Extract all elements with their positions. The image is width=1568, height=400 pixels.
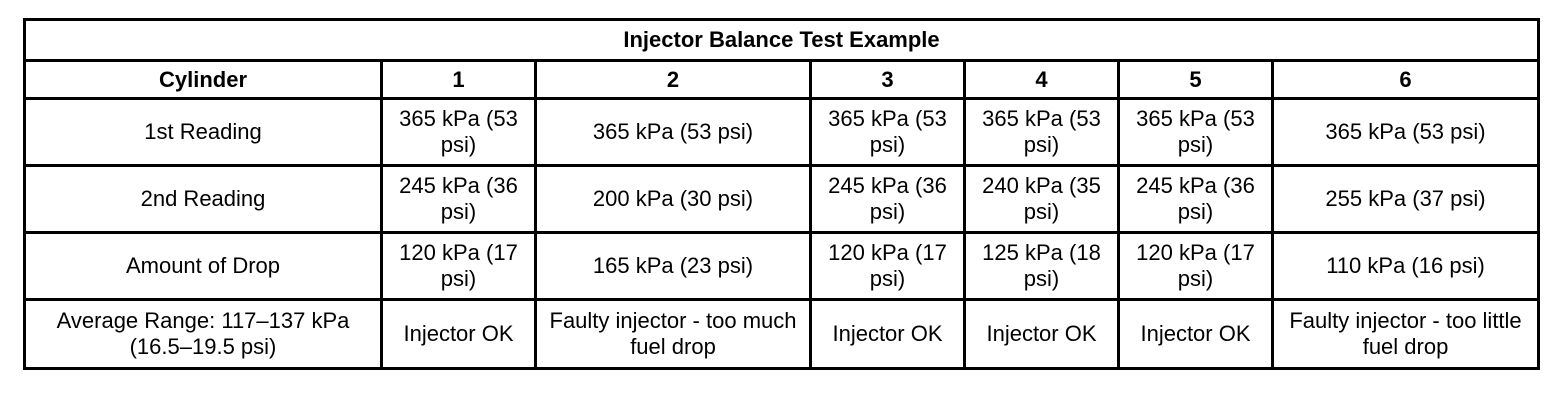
cell-value: 245 kPa (36 psi) bbox=[809, 164, 966, 234]
row-label: 1st Reading bbox=[23, 97, 383, 167]
cell-value: 365 kPa (53 psi) bbox=[1117, 97, 1274, 167]
header-cylinder-3: 3 bbox=[809, 59, 966, 100]
table-row-amount-of-drop: Amount of Drop 120 kPa (17 psi) 165 kPa … bbox=[23, 231, 1541, 301]
cell-value: 255 kPa (37 psi) bbox=[1270, 164, 1541, 234]
cell-value: 120 kPa (17 psi) bbox=[809, 231, 966, 301]
injector-balance-table-container: Injector Balance Test Example Cylinder 1… bbox=[22, 18, 1541, 370]
header-cylinder-2: 2 bbox=[534, 59, 812, 100]
row-label: 2nd Reading bbox=[23, 164, 383, 234]
cell-value: 245 kPa (36 psi) bbox=[1117, 164, 1274, 234]
table-title-row: Injector Balance Test Example bbox=[22, 18, 1541, 62]
header-cylinder-5: 5 bbox=[1117, 59, 1274, 100]
cell-value: 365 kPa (53 psi) bbox=[809, 97, 966, 167]
header-cylinder-1: 1 bbox=[380, 59, 537, 100]
cell-status: Injector OK bbox=[963, 298, 1120, 370]
cell-status: Faulty injector - too much fuel drop bbox=[534, 298, 812, 370]
cell-status: Injector OK bbox=[380, 298, 537, 370]
cell-value: 120 kPa (17 psi) bbox=[380, 231, 537, 301]
cell-value: 365 kPa (53 psi) bbox=[1270, 97, 1541, 167]
cell-value: 200 kPa (30 psi) bbox=[534, 164, 812, 234]
cell-value: 365 kPa (53 psi) bbox=[380, 97, 537, 167]
header-row: Cylinder 1 2 3 4 5 6 bbox=[23, 59, 1541, 100]
cell-value: 120 kPa (17 psi) bbox=[1117, 231, 1274, 301]
cell-value: 125 kPa (18 psi) bbox=[963, 231, 1120, 301]
table-row-second-reading: 2nd Reading 245 kPa (36 psi) 200 kPa (30… bbox=[23, 164, 1541, 234]
cell-value: 365 kPa (53 psi) bbox=[534, 97, 812, 167]
cell-value: 110 kPa (16 psi) bbox=[1270, 231, 1541, 301]
cell-status: Faulty injector - too little fuel drop bbox=[1270, 298, 1541, 370]
cell-status: Injector OK bbox=[809, 298, 966, 370]
header-cylinder-label: Cylinder bbox=[23, 59, 383, 100]
table-row-average-range: Average Range: 117–137 kPa (16.5–19.5 ps… bbox=[23, 298, 1541, 370]
cell-value: 365 kPa (53 psi) bbox=[963, 97, 1120, 167]
row-label: Amount of Drop bbox=[23, 231, 383, 301]
table-title: Injector Balance Test Example bbox=[22, 18, 1541, 62]
cell-value: 245 kPa (36 psi) bbox=[380, 164, 537, 234]
injector-balance-table: Injector Balance Test Example Cylinder 1… bbox=[22, 18, 1541, 370]
header-cylinder-6: 6 bbox=[1270, 59, 1541, 100]
header-cylinder-4: 4 bbox=[963, 59, 1120, 100]
cell-value: 165 kPa (23 psi) bbox=[534, 231, 812, 301]
table-row-first-reading: 1st Reading 365 kPa (53 psi) 365 kPa (53… bbox=[23, 97, 1541, 167]
cell-value: 240 kPa (35 psi) bbox=[963, 164, 1120, 234]
cell-status: Injector OK bbox=[1117, 298, 1274, 370]
row-label: Average Range: 117–137 kPa (16.5–19.5 ps… bbox=[23, 298, 383, 370]
